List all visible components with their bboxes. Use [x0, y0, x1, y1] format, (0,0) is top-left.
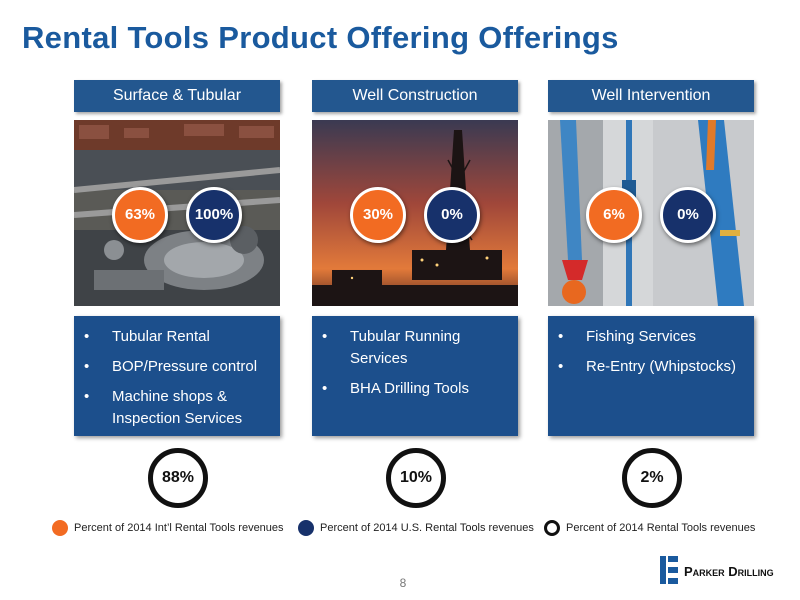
intl-percent-circle: 63% — [112, 187, 168, 243]
legend-us: Percent of 2014 U.S. Rental Tools revenu… — [298, 518, 534, 538]
intl-percent-circle: 6% — [586, 187, 642, 243]
column-header: Surface & Tubular — [74, 80, 280, 112]
bullet-icon: • — [84, 358, 90, 375]
parker-drilling-logo-icon — [660, 556, 678, 584]
column-header: Well Construction — [312, 80, 518, 112]
list-item-label: Tubular Rental — [112, 328, 210, 345]
us-percent-circle: 100% — [186, 187, 242, 243]
list-item: • Tubular Running Services — [322, 326, 510, 370]
intl-percent-circle: 30% — [350, 187, 406, 243]
column-well-construction: Well Construction — [312, 80, 518, 436]
list-item-label: Fishing Services — [586, 328, 697, 345]
column-surface-tubular: Surface & Tubular 63% 100% • Tubular Ren — [74, 80, 280, 436]
list-item: • Re-Entry (Whipstocks) — [558, 356, 746, 378]
bullet-icon: • — [322, 328, 328, 345]
orange-dot-icon — [52, 520, 68, 536]
list-item: • Fishing Services — [558, 326, 746, 348]
bullet-icon: • — [84, 388, 90, 405]
navy-dot-icon — [298, 520, 314, 536]
legend-intl: Percent of 2014 Int’l Rental Tools reven… — [52, 518, 284, 538]
list-item-label: Re-Entry (Whipstocks) — [586, 358, 737, 375]
slide-title: Rental Tools Product Offering Offerings — [22, 20, 619, 55]
us-percent-circle: 0% — [660, 187, 716, 243]
column-header: Well Intervention — [548, 80, 754, 112]
list-item: • Tubular Rental — [84, 326, 272, 348]
bullet-icon: • — [558, 328, 564, 345]
legend-label: Percent of 2014 Int’l Rental Tools reven… — [74, 522, 284, 534]
ring-icon — [544, 520, 560, 536]
list-item-label: BHA Drilling Tools — [350, 380, 469, 397]
column-well-intervention: Well Intervention 6% 0% • Fishing Service… — [548, 80, 754, 436]
well-intervention-photo — [548, 120, 754, 306]
total-percent-circle: 2% — [622, 448, 682, 508]
legend-label: Percent of 2014 Rental Tools revenues — [566, 522, 756, 534]
us-percent-circle: 0% — [424, 187, 480, 243]
legend-total: Percent of 2014 Rental Tools revenues — [544, 518, 755, 538]
page-number: 8 — [399, 576, 407, 590]
logo-text: Parker Drilling — [684, 564, 774, 579]
bullet-icon: • — [558, 358, 564, 375]
parker-drilling-logo: Parker Drilling — [658, 552, 778, 588]
bullet-icon: • — [84, 328, 90, 345]
bullet-icon: • — [322, 380, 328, 397]
list-item: • Machine shops & Inspection Services — [84, 386, 272, 430]
total-percent-circle: 88% — [148, 448, 208, 508]
service-list: • Tubular Running Services • BHA Drilling … — [312, 316, 518, 436]
list-item-label: BOP/Pressure control — [112, 358, 258, 375]
list-item-label: Machine shops & Inspection Services — [112, 388, 243, 427]
service-list: • Fishing Services • Re-Entry (Whipstocks) — [548, 316, 754, 436]
well-construction-photo — [312, 120, 518, 306]
total-percent-circle: 10% — [386, 448, 446, 508]
legend-label: Percent of 2014 U.S. Rental Tools revenu… — [320, 522, 534, 534]
list-item-label: Tubular Running Services — [350, 328, 461, 367]
service-list: • Tubular Rental • BOP/Pressure control • M… — [74, 316, 280, 436]
list-item: • BOP/Pressure control — [84, 356, 272, 378]
surface-tubular-photo — [74, 120, 280, 306]
list-item: • BHA Drilling Tools — [322, 378, 510, 400]
